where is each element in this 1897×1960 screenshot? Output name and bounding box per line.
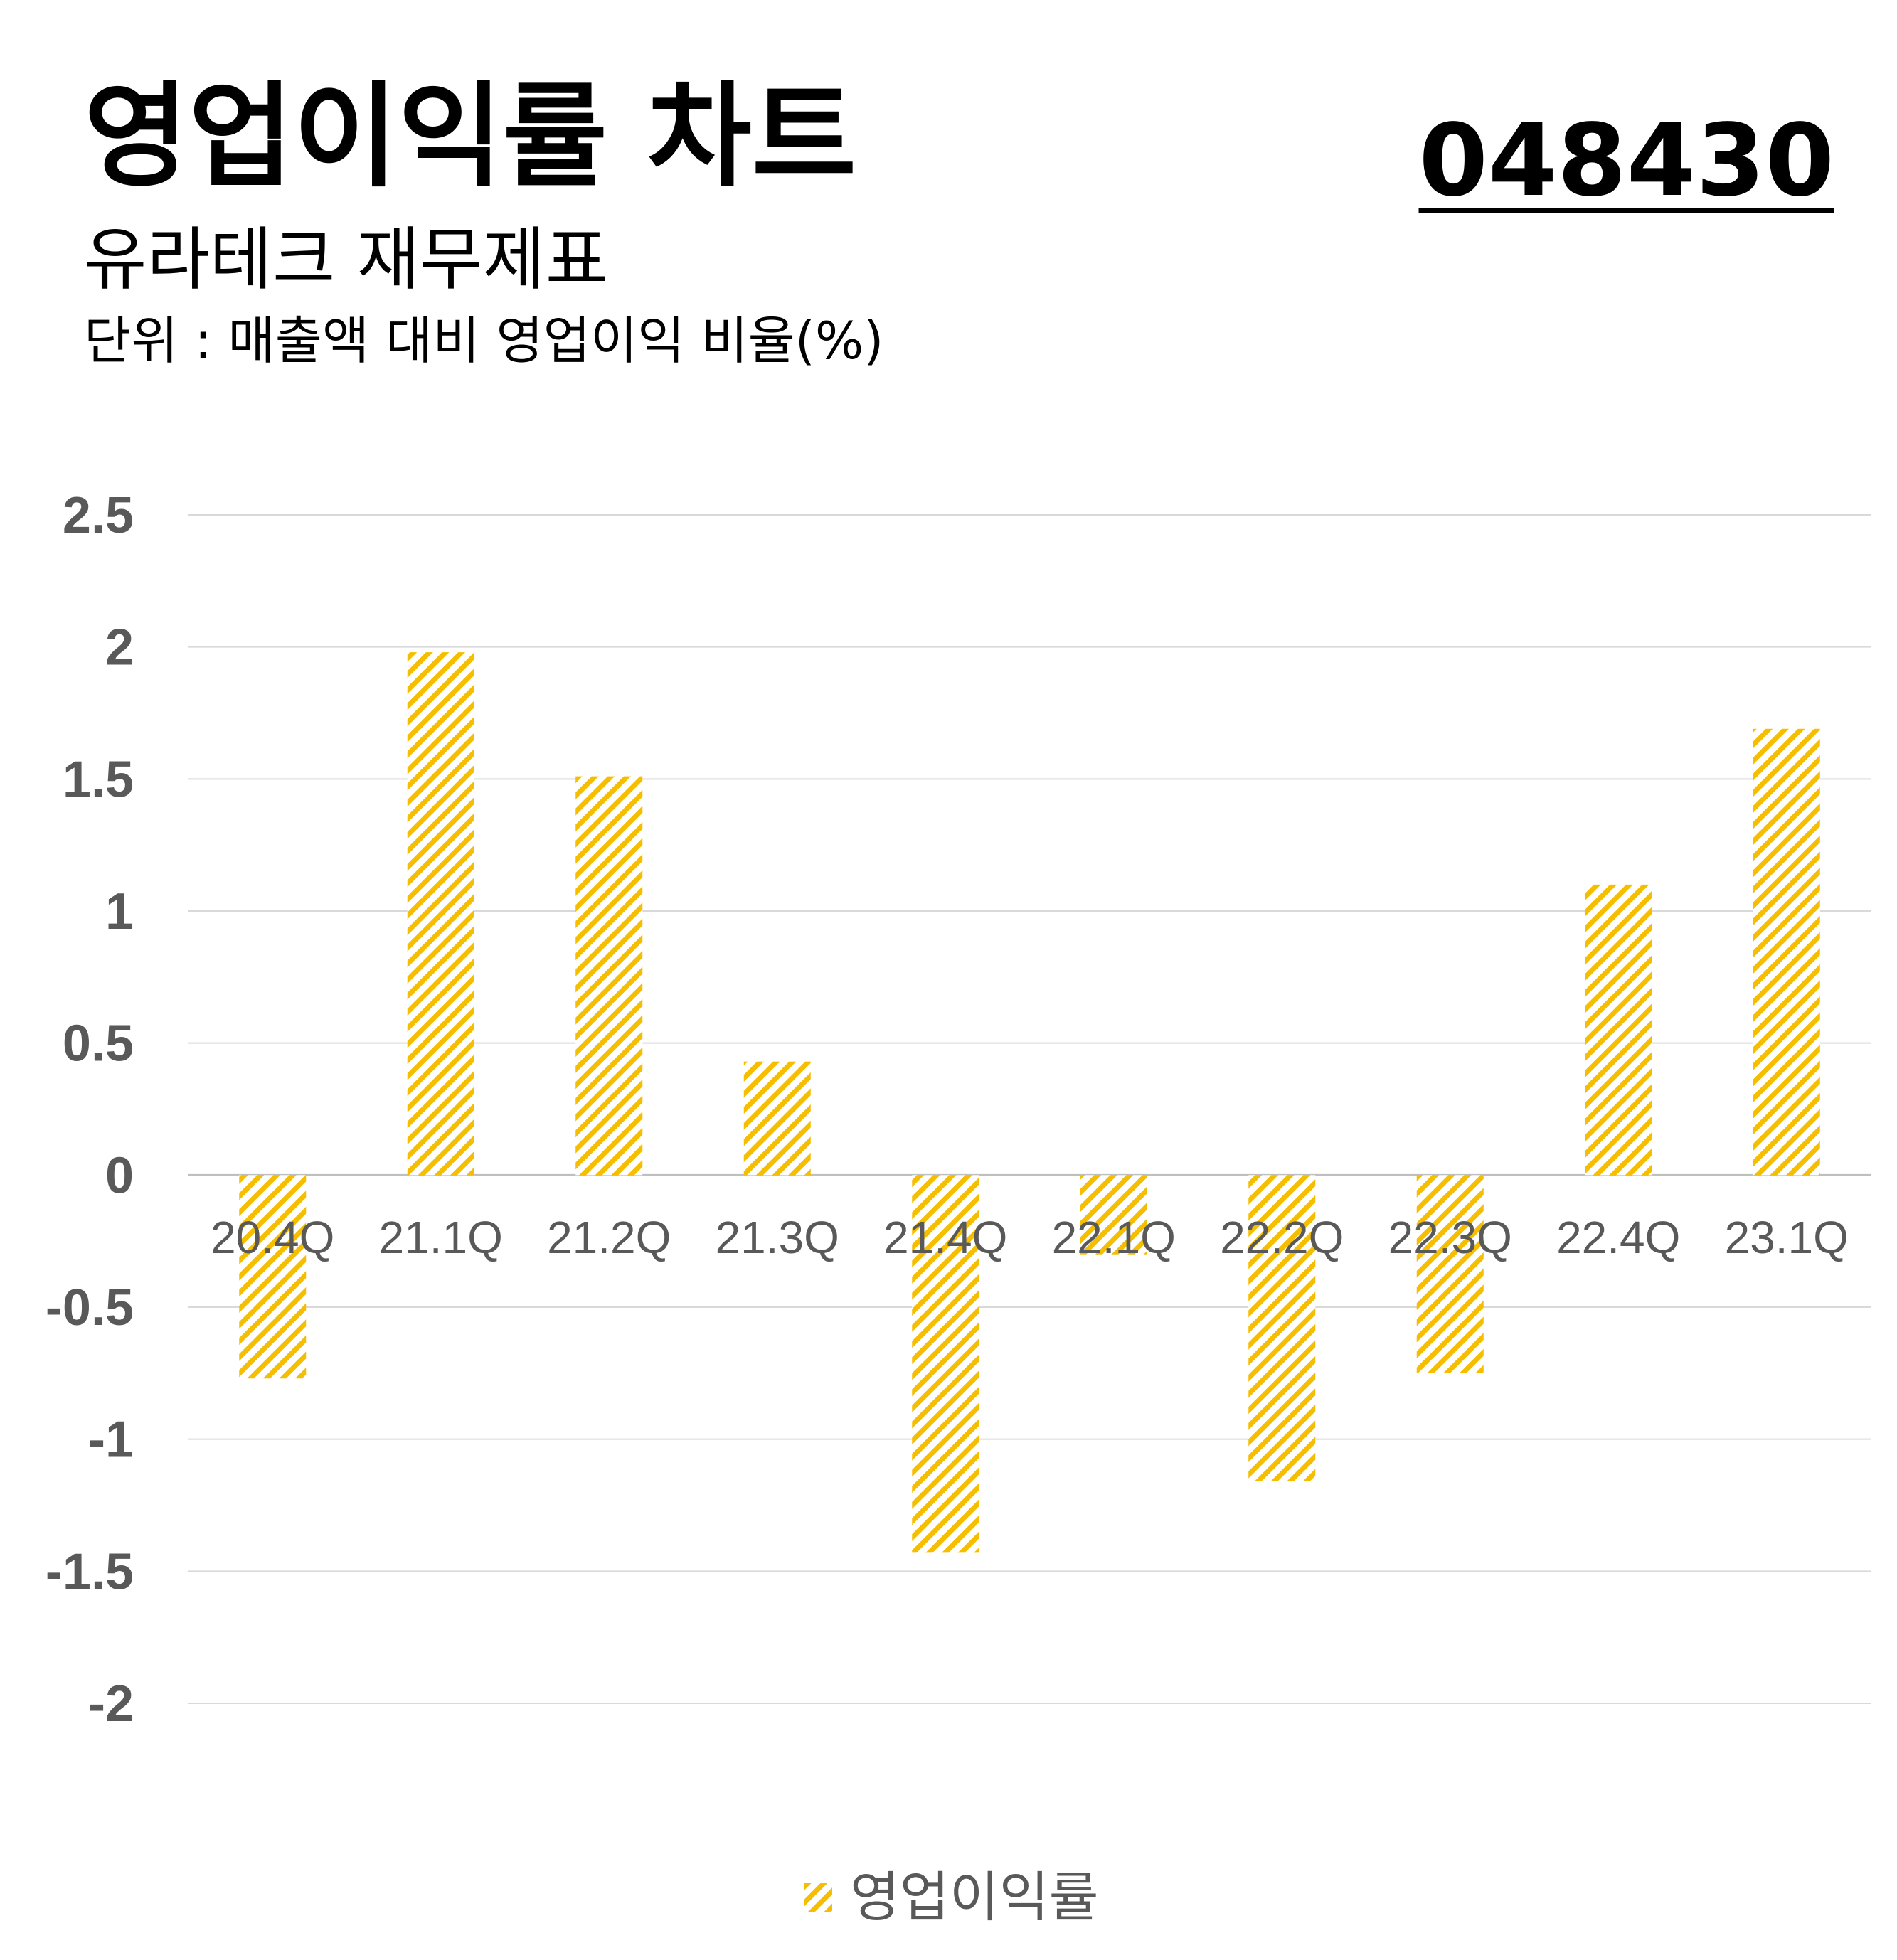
legend-swatch (804, 1883, 832, 1912)
y-tick-label: -2 (88, 1676, 134, 1732)
bar-20.4Q (239, 1175, 307, 1379)
bar-21.3Q (743, 1061, 811, 1176)
x-tick-label: 21.3Q (716, 1212, 839, 1263)
unit-label: 단위 : 매출액 대비 영업이익 비율(%) (84, 311, 884, 371)
chart-title: 영업이익률 차트 (84, 70, 857, 203)
stock-code: 048430 (1418, 103, 1834, 219)
x-tick-label: 21.2Q (547, 1212, 671, 1263)
y-tick-label: 2.5 (63, 487, 134, 544)
y-tick-label: 1.5 (63, 751, 134, 808)
x-tick-label: 22.2Q (1220, 1212, 1344, 1263)
y-tick-label: 1 (105, 883, 134, 940)
x-tick-label: 23.1Q (1725, 1212, 1849, 1263)
x-tick-label: 22.1Q (1052, 1212, 1176, 1263)
x-axis-ticks: 20.4Q 21.1Q 21.2Q 21.3Q 21.4Q 22.1Q 22.2Q 22.3Q… (211, 1212, 1849, 1263)
y-tick-label: -0.5 (46, 1279, 134, 1336)
bar-23.1Q (1753, 728, 1820, 1176)
x-tick-label: 21.1Q (379, 1212, 503, 1263)
y-axis-ticks: 2.5 2 1.5 1 0.5 0 -0.5 -1 -1.5 -2 (46, 487, 134, 1732)
bar-22.1Q (1080, 1175, 1147, 1255)
bar-22.4Q (1585, 884, 1652, 1176)
y-tick-label: -1 (88, 1412, 134, 1469)
x-tick-label: 20.4Q (211, 1212, 334, 1263)
y-tick-label: 2 (105, 619, 134, 676)
bar-21.4Q (912, 1175, 979, 1553)
bar-21.1Q (407, 652, 474, 1176)
chart-subtitle: 유라테크 재무제표 (84, 220, 609, 299)
y-tick-label: 0 (105, 1147, 134, 1204)
x-tick-label: 21.4Q (883, 1212, 1007, 1263)
x-tick-label: 22.3Q (1388, 1212, 1512, 1263)
bar-22.3Q (1416, 1175, 1484, 1373)
grid-lines (188, 514, 1871, 1704)
legend-label: 영업이익률 (850, 1865, 1099, 1929)
bar-22.2Q (1248, 1175, 1316, 1482)
bar-21.2Q (575, 776, 643, 1176)
y-tick-label: 0.5 (63, 1016, 134, 1072)
bars (239, 652, 1820, 1553)
y-tick-label: -1.5 (46, 1543, 134, 1600)
x-tick-label: 22.4Q (1556, 1212, 1680, 1263)
legend: 영업이익률 (804, 1865, 1099, 1929)
